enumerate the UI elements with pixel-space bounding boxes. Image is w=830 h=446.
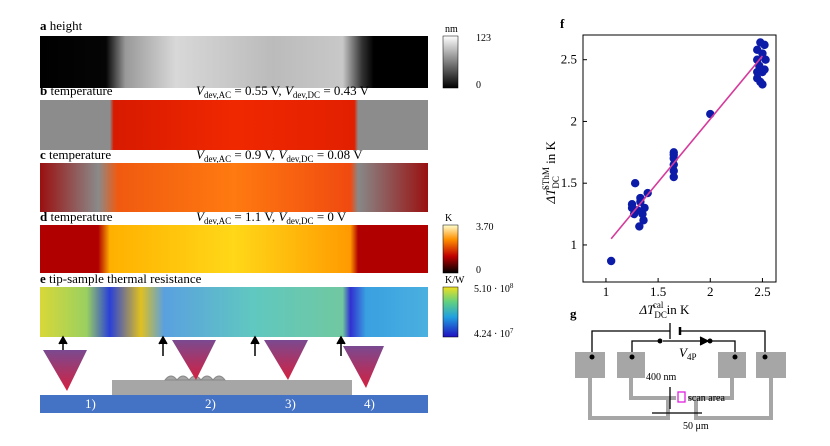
panel-letter: f [560, 16, 565, 31]
x-tick-label: 1.5 [650, 284, 666, 299]
cbar-unit: K [445, 213, 453, 224]
cbar-min: 0 [476, 265, 481, 276]
point [635, 222, 644, 231]
x-tick-label: 2.5 [754, 284, 770, 299]
condition: Vdev,AC = 0.9 V, Vdev,DC = 0.08 V [196, 147, 363, 164]
width-label: 50 μm [683, 421, 709, 432]
temperature-map [40, 225, 428, 273]
point [758, 49, 767, 58]
point [639, 216, 648, 225]
cbar-unit: K/W [445, 275, 465, 286]
point [669, 172, 678, 182]
panel-letter: g [570, 306, 577, 321]
tip [43, 350, 87, 391]
superscript: cal [653, 300, 664, 310]
condition: Vdev,AC = 0.55 V, Vdev,DC = 0.43 V [196, 83, 370, 100]
point [760, 65, 769, 74]
point [761, 55, 770, 64]
temperature-map [40, 100, 428, 150]
substrate [40, 395, 428, 413]
tip [172, 340, 216, 380]
x-tick-label: 1 [603, 284, 610, 299]
y-tick-label: 2 [571, 113, 578, 128]
terminals [589, 338, 768, 360]
scan-area [677, 391, 686, 403]
colorbar [442, 224, 459, 274]
panel-caption: b temperature [40, 83, 113, 98]
y-tick-label: 1.5 [561, 175, 577, 190]
temperature-map [40, 163, 428, 212]
scan-label: scan area [688, 393, 725, 404]
panel-caption: e tip-sample thermal resistance [40, 271, 202, 286]
point [669, 166, 678, 176]
x-axis-label: ΔTDCcal in K [639, 300, 691, 320]
point [706, 109, 715, 119]
position-label: 2) [205, 396, 216, 411]
unit: in K [663, 302, 690, 317]
subscript: DC [654, 310, 667, 320]
film [112, 380, 352, 395]
symbol: ΔT [639, 302, 656, 317]
contacts [575, 352, 786, 378]
y-tick-label: 2.5 [561, 52, 577, 67]
point [758, 80, 767, 89]
subscript: DC [551, 176, 561, 189]
panel-caption: a height [40, 18, 83, 33]
position-label: 3) [285, 396, 296, 411]
colorbar [442, 35, 459, 89]
cbar-min: 0 [476, 80, 481, 91]
x-tick-label: 2 [707, 284, 714, 299]
leads [588, 378, 773, 420]
point [669, 148, 678, 157]
cbar-unit: nm [445, 24, 458, 35]
v4p-label: V4P [679, 345, 696, 362]
point [630, 179, 640, 188]
symbol: ΔT [543, 188, 558, 205]
gap-label: 400 nm [646, 372, 677, 383]
cbar-min: 4.24 · 107 [474, 327, 514, 340]
y-tick-label: 1 [571, 237, 578, 252]
cbar-max: 3.70 [476, 222, 494, 233]
resistance-map [40, 287, 428, 337]
panel-caption: d temperature [40, 209, 113, 224]
plot-frame [582, 34, 777, 283]
dimension-arrows [652, 387, 702, 414]
unit: in K [543, 140, 558, 167]
tip [343, 346, 384, 388]
colorbar [442, 286, 459, 338]
point [627, 199, 637, 209]
circuit [591, 323, 766, 357]
y-axis-label: ΔTDCSThM in K [541, 140, 561, 204]
superscript: SThM [541, 167, 551, 190]
cbar-max: 5.10 · 108 [474, 282, 514, 295]
point [606, 256, 616, 266]
point [640, 203, 649, 213]
position-label: 1) [85, 396, 96, 411]
cbar-max: 123 [476, 33, 491, 44]
condition: Vdev,AC = 1.1 V, Vdev,DC = 0 V [196, 209, 347, 226]
fit-line [610, 55, 764, 240]
schematic [58, 335, 346, 356]
tip [264, 340, 308, 380]
position-label: 4) [364, 396, 375, 411]
height-map [40, 36, 428, 88]
point [760, 40, 769, 50]
panel-caption: c temperature [40, 147, 111, 162]
